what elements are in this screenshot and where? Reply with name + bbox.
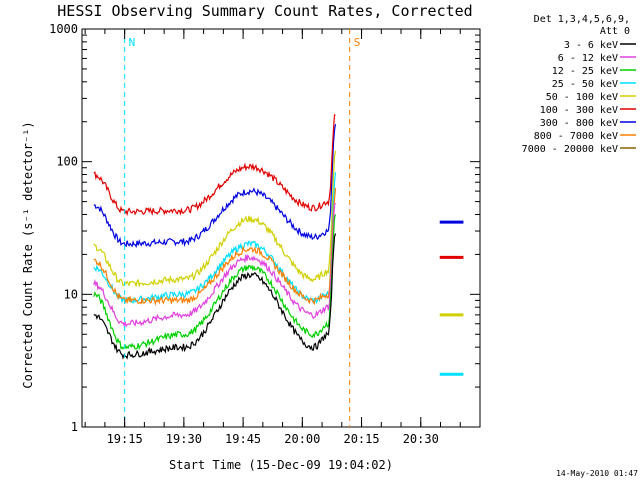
legend-entry-label: 6 - 12 keV xyxy=(558,53,618,64)
series-line xyxy=(93,233,337,360)
legend-entry-label: 3 - 6 keV xyxy=(564,40,618,51)
x-tick-label: 20:00 xyxy=(284,432,320,446)
x-axis-label: Start Time (15-Dec-09 19:04:02) xyxy=(169,458,393,472)
series-line xyxy=(93,202,337,328)
series-line xyxy=(93,214,337,351)
y-tick-label: 1 xyxy=(71,420,78,434)
legend-entry-label: 300 - 800 keV xyxy=(540,118,618,129)
legend-entry-label: 7000 - 20000 keV xyxy=(522,144,618,155)
series-line xyxy=(93,172,337,305)
y-tick-label: 100 xyxy=(56,155,78,169)
series-line xyxy=(93,187,337,307)
legend-header-line: Att 0 xyxy=(600,26,630,37)
event-marker-label: N xyxy=(129,36,136,49)
x-tick-label: 19:45 xyxy=(225,432,261,446)
x-tick-label: 19:30 xyxy=(166,432,202,446)
y-tick-label: 10 xyxy=(64,287,78,301)
series-line xyxy=(93,114,336,217)
x-ticks: 19:15 19:30 19:45 20:00 20:15 20:30 xyxy=(84,29,481,446)
plot-frame xyxy=(81,28,481,428)
x-tick-label: 19:15 xyxy=(107,432,143,446)
legend: Det 1,3,4,5,6,9,Att 0 3 - 6 keV 6 - 12 keV… xyxy=(522,14,636,155)
legend-entry-label: 50 - 100 keV xyxy=(546,92,618,103)
date-stamp: 14-May-2010 01:47 xyxy=(556,469,638,478)
chart-title: HESSI Observing Summary Count Rates, Cor… xyxy=(57,2,472,20)
event-marker-label: S xyxy=(354,36,361,49)
legend-entry-label: 12 - 25 keV xyxy=(552,66,618,77)
y-ticks: 1 10 100 1000 xyxy=(49,22,480,434)
y-axis-label: Corrected Count Rate (s⁻¹ detector⁻¹) xyxy=(21,121,35,388)
y-tick-label: 1000 xyxy=(49,22,78,36)
y-axis-label-text: Corrected Count Rate (s⁻¹ detector⁻¹) xyxy=(21,121,35,388)
legend-entry-label: 100 - 300 keV xyxy=(540,105,618,116)
series-line xyxy=(93,150,337,288)
legend-entry-label: 25 - 50 keV xyxy=(552,79,618,90)
x-tick-label: 20:15 xyxy=(343,432,379,446)
legend-header-line: Det 1,3,4,5,6,9, xyxy=(534,14,630,25)
series-line xyxy=(93,124,337,249)
legend-entry-label: 800 - 7000 keV xyxy=(534,131,618,142)
x-tick-label: 20:30 xyxy=(403,432,439,446)
